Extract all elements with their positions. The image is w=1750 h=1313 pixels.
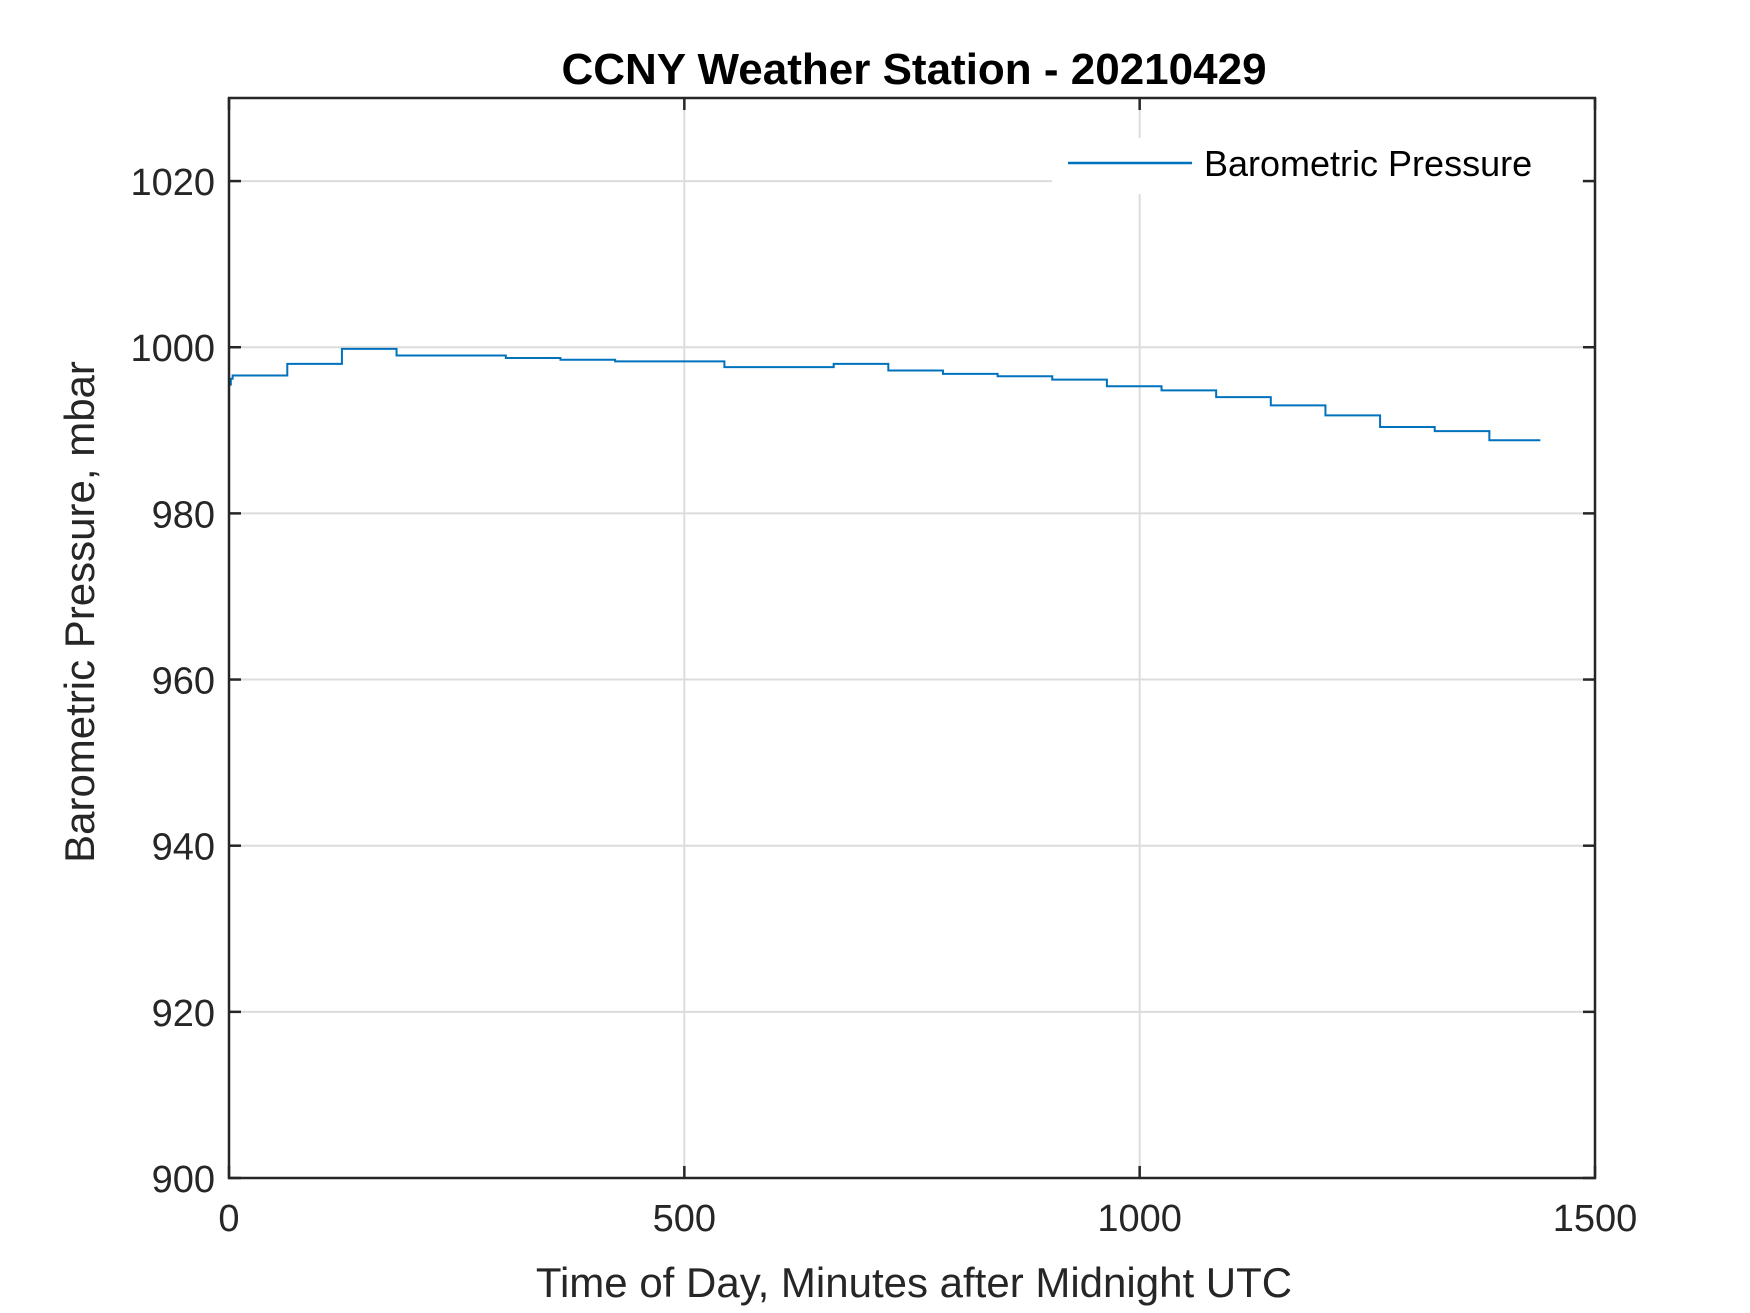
y-tick-label: 940 — [152, 827, 215, 869]
legend-box — [1052, 138, 1582, 194]
y-tick-label: 1020 — [130, 162, 215, 204]
axes — [227, 96, 1597, 1180]
y-axis-label: Barometric Pressure, mbar — [56, 361, 103, 863]
series-layer — [229, 347, 1541, 442]
chart-title: CCNY Weather Station - 20210429 — [561, 45, 1266, 94]
x-tick-label: 0 — [218, 1198, 239, 1240]
y-tick-label: 1000 — [130, 328, 215, 370]
x-axis-label: Time of Day, Minutes after Midnight UTC — [536, 1259, 1292, 1306]
x-tick-label: 1000 — [1097, 1198, 1182, 1240]
tick-labels: 0 500 1000 1500 900 920 940 960 980 1000 1020 — [130, 162, 1637, 1240]
y-tick-label: 900 — [152, 1159, 215, 1201]
y-tick-label: 920 — [152, 993, 215, 1035]
series-line-barometric-pressure — [229, 347, 1541, 442]
plot-area-border — [227, 96, 1597, 1180]
x-tick-label: 500 — [653, 1198, 716, 1240]
grid-lines — [229, 98, 1595, 1178]
y-tick-label: 980 — [152, 494, 215, 536]
legend: Barometric Pressure — [1052, 138, 1582, 194]
x-tick-label: 1500 — [1553, 1198, 1638, 1240]
legend-label-barometric-pressure: Barometric Pressure — [1204, 143, 1532, 184]
y-tick-label: 960 — [152, 661, 215, 703]
